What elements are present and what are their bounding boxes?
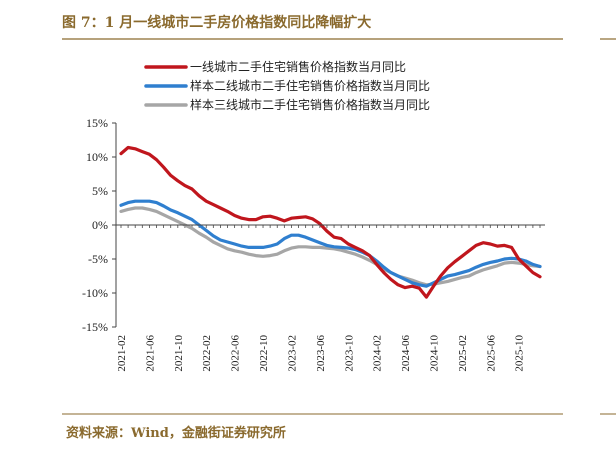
series-line-3 <box>119 206 542 287</box>
x-tick-label: 2024-10 <box>428 335 440 372</box>
plot-area: 2021-02 2021-06 2021-10 2022-02 2022-06 2022-… <box>82 116 545 372</box>
y-axis-ticks: 15% 10% 5% 0% -5% -10% -15% <box>82 116 116 334</box>
legend: 一线城市二手住宅销售价格指数当月同比样本二线城市二手住宅销售价格指数当月同比样本… <box>144 59 430 112</box>
legend-label: 一线城市二手住宅销售价格指数当月同比 <box>190 59 406 74</box>
x-tick-label: 2022-02 <box>201 335 213 372</box>
y-tick-label: 0% <box>92 218 108 232</box>
x-tick-label: 2023-10 <box>343 335 355 372</box>
x-tick-label: 2021-06 <box>144 335 156 372</box>
series-line-1 <box>119 145 542 299</box>
series-lines <box>119 145 542 299</box>
x-axis-ticks: 2021-02 2021-06 2021-10 2022-02 2022-06 2022-… <box>116 225 541 372</box>
legend-label: 样本二线城市二手住宅销售价格指数当月同比 <box>190 78 430 93</box>
x-tick-label: 2025-02 <box>457 335 469 372</box>
x-tick-label: 2023-06 <box>315 335 327 372</box>
y-tick-label: -15% <box>82 320 108 334</box>
x-tick-label: 2022-06 <box>230 335 242 372</box>
y-tick-label: 5% <box>92 184 108 198</box>
series-line-2 <box>119 199 542 288</box>
figure-title: 图 7：1 月一线城市二手房价格指数同比降幅扩大 <box>62 14 371 31</box>
x-tick-label: 2021-10 <box>173 335 185 372</box>
x-tick-label: 2022-10 <box>258 335 270 372</box>
x-tick-label: 2025-10 <box>514 335 526 372</box>
x-tick-label: 2024-02 <box>372 335 384 372</box>
y-tick-label: -5% <box>88 252 108 266</box>
x-tick-label: 2025-06 <box>485 335 497 372</box>
y-tick-label: 10% <box>86 150 108 164</box>
x-tick-label: 2023-02 <box>286 335 298 372</box>
source-note: 资料来源：Wind，金融街证券研究所 <box>66 425 286 441</box>
y-tick-label: -10% <box>82 286 108 300</box>
y-tick-label: 15% <box>86 116 108 130</box>
legend-label: 样本三线城市二手住宅销售价格指数当月同比 <box>190 97 430 112</box>
x-tick-label: 2024-06 <box>400 335 412 372</box>
x-tick-label: 2021-02 <box>116 335 128 372</box>
